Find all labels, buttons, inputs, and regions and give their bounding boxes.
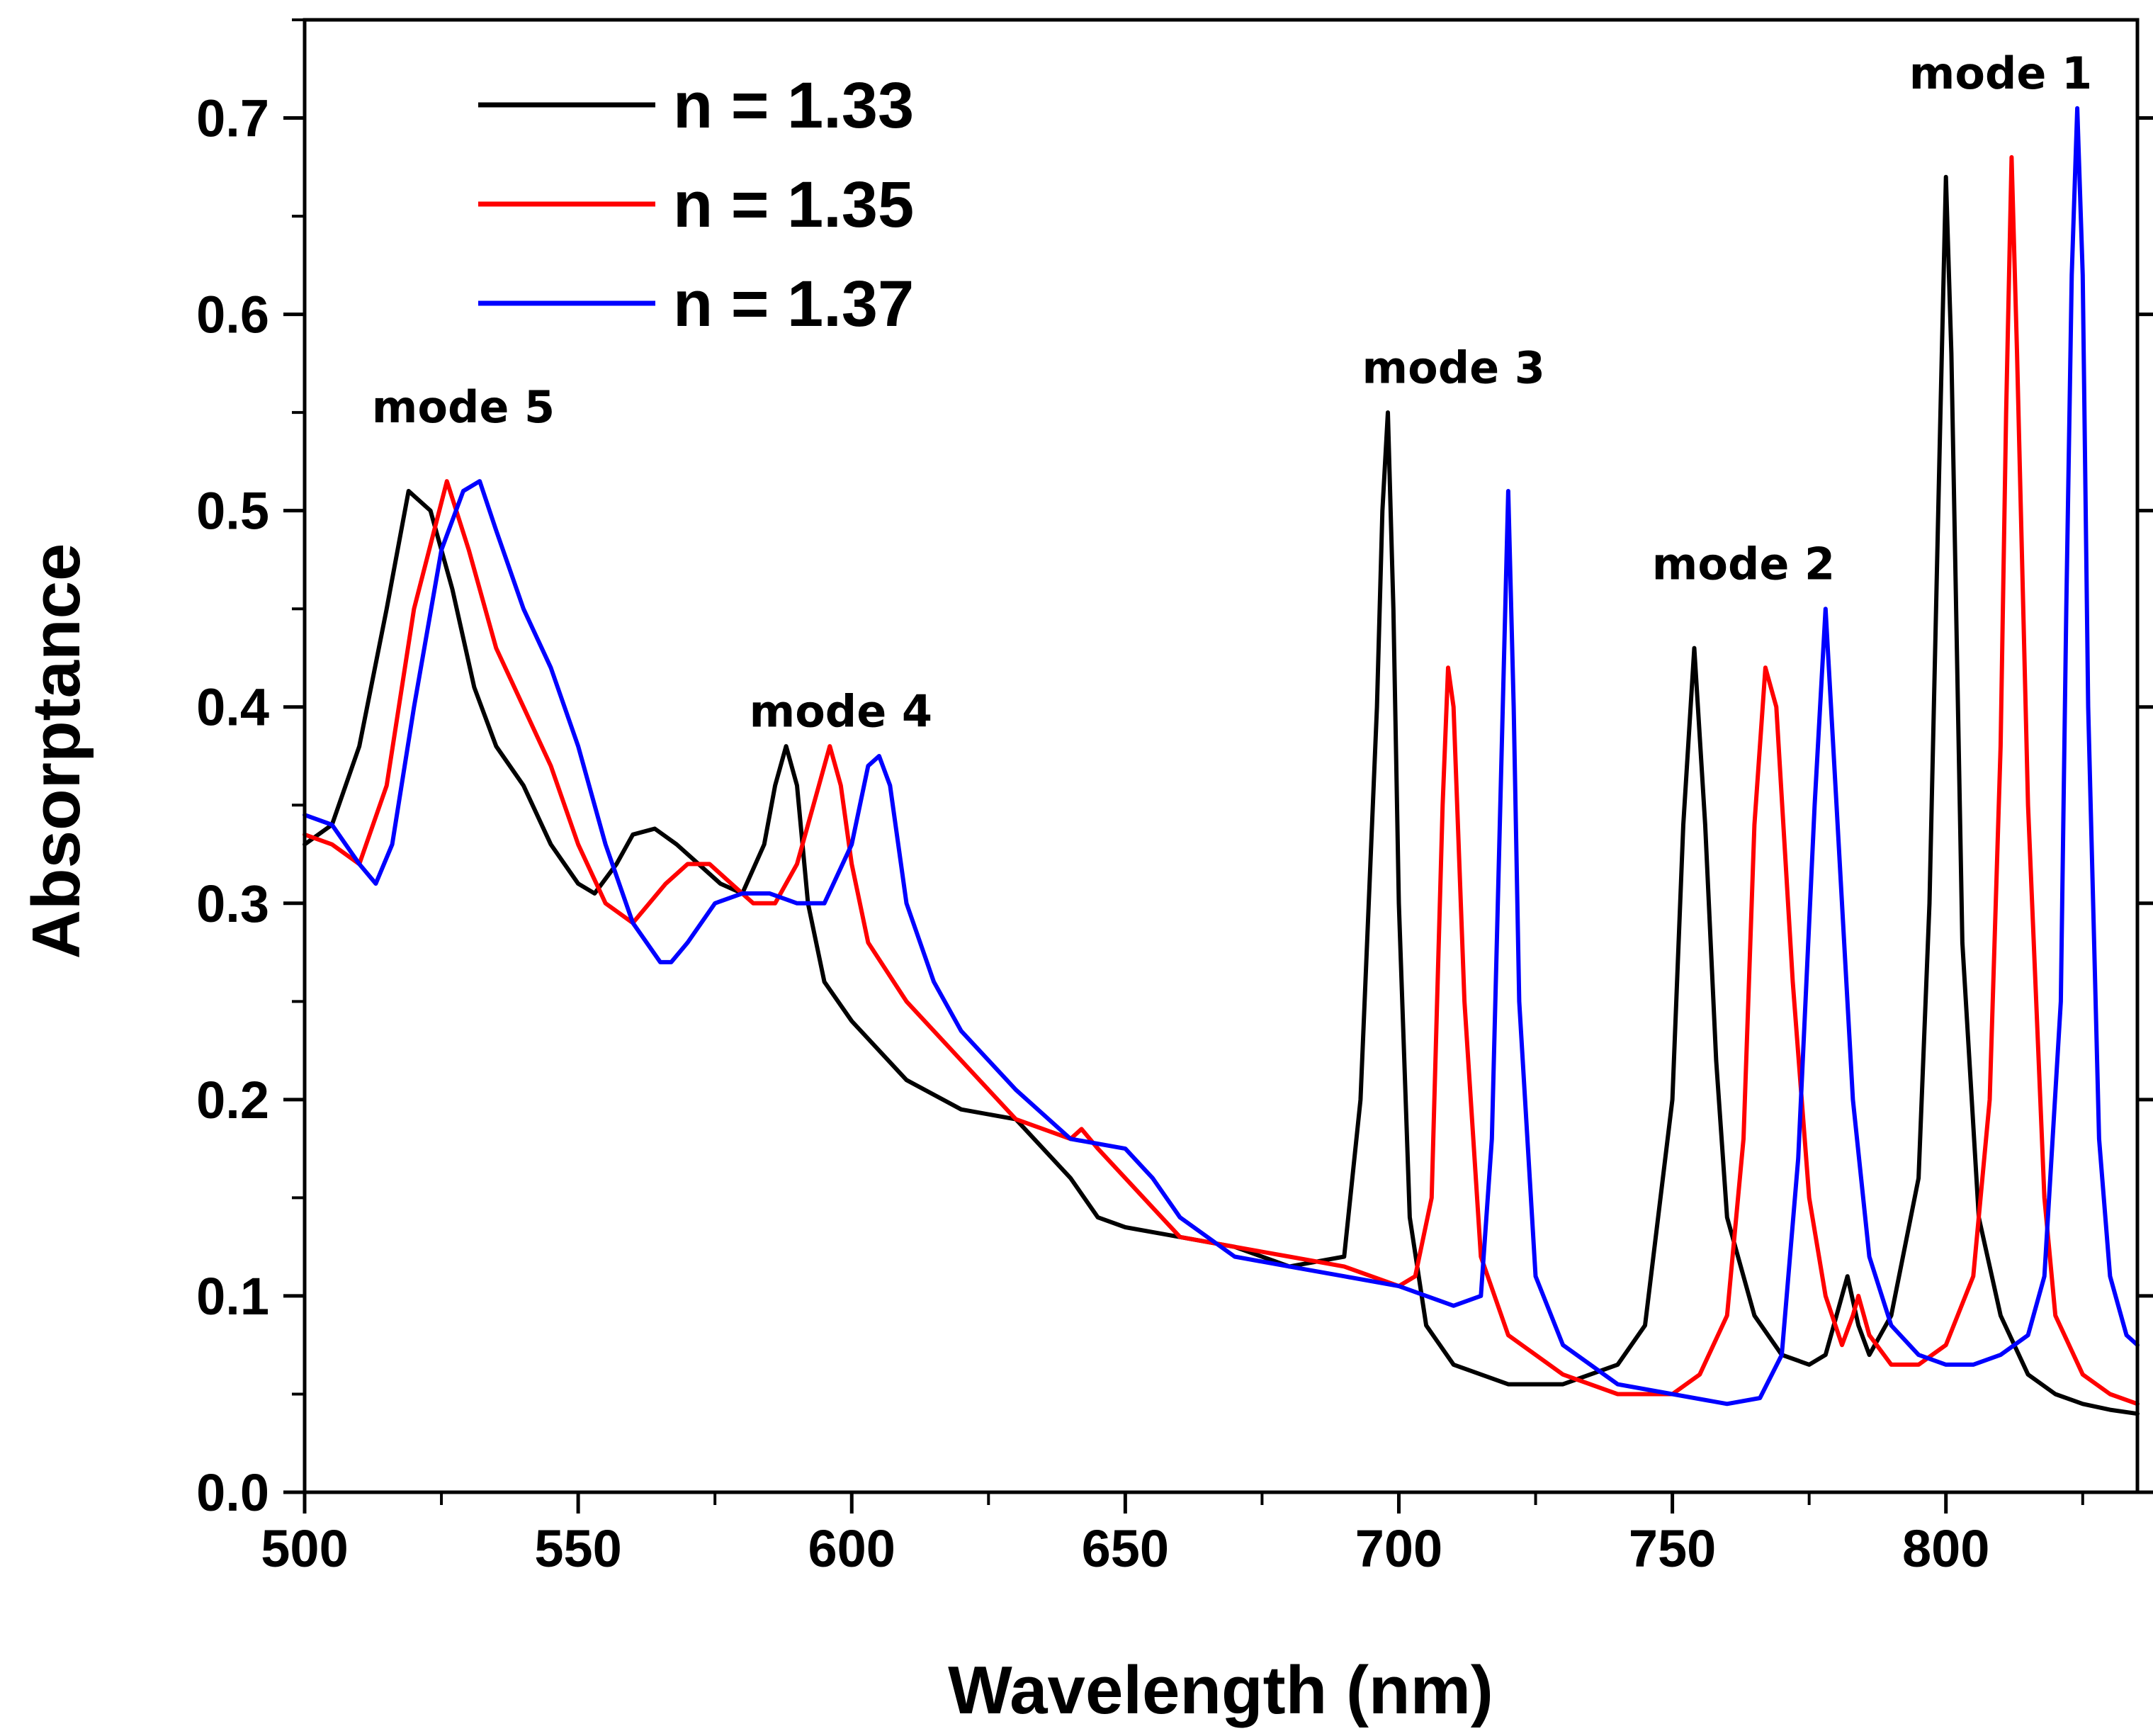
y-axis-title: Absorptance	[18, 543, 94, 959]
series-line-3	[303, 106, 2140, 1407]
legend-label: n = 1.37	[673, 268, 914, 340]
y-tick-label: 0.6	[196, 286, 269, 344]
x-tick-label: 550	[534, 1519, 621, 1578]
annotation-layer: mode 5 mode 4 mode 3 mode 2 mode 1	[372, 47, 2092, 737]
legend-label: n = 1.33	[673, 69, 914, 142]
y-tick-label: 0.3	[196, 874, 269, 933]
x-tick-label: 650	[1082, 1519, 1169, 1578]
x-tick-label: 700	[1355, 1519, 1442, 1578]
y-tick-label: 0.2	[196, 1071, 269, 1129]
x-axis-title: Wavelength (nm)	[948, 1652, 1493, 1728]
series-line-1	[303, 174, 2140, 1416]
mode-annotation: mode 2	[1652, 539, 1835, 590]
series-line-2	[303, 154, 2140, 1407]
mode-annotation: mode 5	[372, 381, 555, 433]
plot-area-frame	[303, 18, 2140, 1494]
y-tick-label: 0.4	[196, 678, 269, 737]
y-tick-label: 0.5	[196, 482, 269, 541]
legend: n = 1.33 n = 1.35 n = 1.37	[478, 69, 914, 340]
x-tick-label: 500	[261, 1519, 348, 1578]
mode-annotation: mode 3	[1362, 342, 1545, 394]
mode-annotation: mode 4	[750, 685, 932, 737]
x-tick-label: 600	[808, 1519, 895, 1578]
x-tick-label: 750	[1629, 1519, 1716, 1578]
y-tick-label: 0.1	[196, 1267, 269, 1326]
series-layer	[303, 106, 2140, 1416]
y-tick-label: 0.7	[196, 89, 269, 148]
legend-label: n = 1.35	[673, 169, 914, 241]
y-tick-label: 0.0	[196, 1463, 269, 1522]
mode-annotation: mode 1	[1909, 47, 2092, 99]
x-tick-label: 800	[1902, 1519, 1989, 1578]
ticks-layer: 500 550 600 650 700 750 800 0.0 0.1 0.2 0.3 0.4 0.5 0…	[196, 18, 2153, 1578]
